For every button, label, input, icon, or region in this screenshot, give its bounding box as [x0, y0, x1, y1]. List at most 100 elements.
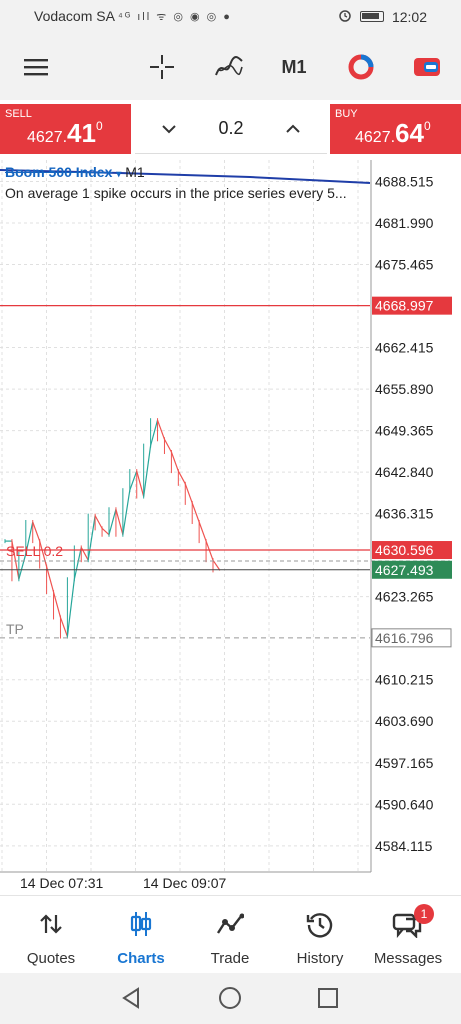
- chart-timeframe: M1: [125, 164, 145, 180]
- objects-icon[interactable]: [346, 48, 376, 86]
- take-profit-label: TP: [6, 621, 24, 637]
- candle-body: [11, 540, 20, 580]
- lot-increase-button[interactable]: [279, 116, 307, 142]
- bottom-navigation: Quotes Charts Trade History 1 Messages: [0, 895, 461, 973]
- status-bar: Vodacom SA ⁴ᴳ ıll ᯤ ◎ ◉ ◎ ● 12:02: [0, 0, 461, 34]
- candle-body: [184, 483, 193, 504]
- timeframe-label: M1: [281, 56, 307, 77]
- price-axis-label: 4623.265: [375, 589, 434, 605]
- candle-body: [163, 438, 172, 453]
- chart-symbol-header: Boom 500 Index ▾ M1: [5, 164, 145, 180]
- bid-price-tag: [372, 560, 452, 579]
- candle-body: [212, 559, 221, 571]
- candle-body: [101, 527, 110, 536]
- sell-price-tag: [372, 541, 452, 560]
- price-axis-label: 4610.215: [375, 672, 434, 688]
- candle-body: [170, 451, 179, 472]
- trade-line-icon: [184, 908, 276, 940]
- clock: 12:02: [391, 8, 427, 25]
- sell-button[interactable]: SELL 4627.410: [0, 104, 131, 154]
- sell-label: SELL: [5, 108, 32, 120]
- chart-toolbar: M1: [0, 34, 461, 100]
- candle-body: [80, 547, 89, 561]
- price-axis-label: 4597.165: [375, 755, 434, 771]
- candle-body: [39, 540, 48, 567]
- indicator-icon[interactable]: [212, 48, 246, 86]
- sell-position-label: SELL 0.2: [6, 543, 63, 559]
- sell-price: 4627.410: [27, 118, 103, 148]
- candle-body: [129, 470, 138, 491]
- candle-body: [66, 579, 75, 637]
- candle-body: [87, 515, 96, 561]
- price-axis-label: 4590.640: [375, 796, 434, 812]
- status-icons: ⁴ᴳ ıll ᯤ ◎ ◉ ◎ ●: [118, 11, 232, 23]
- price-axis-label: 4688.515: [375, 173, 434, 189]
- home-icon[interactable]: [218, 986, 242, 1010]
- nav-charts[interactable]: Charts: [95, 908, 187, 967]
- candle-body: [136, 470, 145, 497]
- recents-icon[interactable]: [316, 986, 340, 1010]
- nav-history[interactable]: History: [274, 908, 366, 967]
- price-axis-label: 4642.840: [375, 464, 434, 480]
- bid-price-tag-label: 4627.493: [375, 562, 434, 578]
- price-axis-label: 4681.990: [375, 215, 434, 231]
- price-level-tag-label: 4668.997: [375, 298, 434, 314]
- candle-body: [143, 445, 152, 497]
- price-axis-label: 4636.315: [375, 506, 434, 522]
- crosshair-icon[interactable]: [147, 48, 177, 86]
- battery-icon: [359, 11, 384, 22]
- candle-body: [32, 521, 41, 542]
- price-axis-label: 4649.365: [375, 423, 434, 439]
- candle-body: [191, 502, 200, 523]
- lot-size-control: 0.2: [135, 104, 327, 154]
- moving-average-line: [0, 169, 371, 184]
- candle-body: [18, 553, 27, 580]
- back-icon[interactable]: [119, 986, 143, 1010]
- candle-body: [205, 540, 214, 561]
- timeframe-button[interactable]: M1: [278, 48, 310, 86]
- carrier-name: Vodacom SA: [34, 8, 115, 24]
- symbol-name[interactable]: Boom 500 Index: [5, 164, 113, 180]
- nav-quotes[interactable]: Quotes: [5, 908, 97, 967]
- price-level-tag: [372, 296, 452, 315]
- price-axis-label: 4662.415: [375, 340, 434, 356]
- sell-price-tag-label: 4630.596: [375, 542, 434, 558]
- price-axis-label: 4603.690: [375, 713, 434, 729]
- candle-body: [108, 509, 117, 535]
- menu-icon[interactable]: [22, 48, 50, 86]
- candle-body: [177, 470, 186, 485]
- symbol-description: On average 1 spike occurs in the price s…: [5, 185, 347, 201]
- lot-decrease-button[interactable]: [155, 116, 183, 142]
- buy-price: 4627.640: [355, 118, 431, 148]
- candle-body: [122, 490, 131, 535]
- candle-body: [156, 419, 166, 440]
- time-axis-label: 14 Dec 09:07: [143, 875, 226, 891]
- buy-button[interactable]: BUY 4627.640: [330, 104, 461, 154]
- history-clock-icon: [274, 908, 366, 940]
- take-profit-tag: [371, 628, 452, 648]
- price-axis-label: 4675.465: [375, 256, 434, 272]
- quotes-arrows-icon: [5, 908, 97, 940]
- one-click-trade-panel: SELL 4627.410 0.2 BUY 4627.640: [0, 104, 461, 154]
- candle-body: [73, 547, 82, 580]
- time-axis-label: 14 Dec 07:31: [20, 875, 103, 891]
- price-axis-label: 4584.115: [375, 838, 433, 854]
- symbol-dropdown-icon[interactable]: ▾: [116, 169, 122, 180]
- price-chart[interactable]: 4688.515 4681.990 4675.465 4662.415 4655.890…: [0, 160, 461, 895]
- candle-body: [46, 566, 55, 593]
- one-click-trading-icon[interactable]: [412, 48, 442, 86]
- candle-body: [25, 521, 34, 554]
- messages-badge: 1: [414, 904, 434, 924]
- candle-body: [94, 515, 103, 529]
- messages-bubble-icon: 1: [362, 904, 454, 940]
- nav-trade[interactable]: Trade: [184, 908, 276, 967]
- nav-messages[interactable]: 1 Messages: [362, 904, 454, 967]
- candle-body: [59, 617, 68, 637]
- buy-label: BUY: [335, 108, 358, 120]
- candle-body: [52, 591, 62, 618]
- system-navigation-bar: [0, 973, 461, 1024]
- price-axis-label: 4655.890: [375, 381, 434, 397]
- candle-body: [198, 521, 207, 542]
- chart-canvas[interactable]: 4688.515 4681.990 4675.465 4662.415 4655.890…: [0, 160, 461, 895]
- lot-size-value[interactable]: 0.2: [218, 118, 244, 138]
